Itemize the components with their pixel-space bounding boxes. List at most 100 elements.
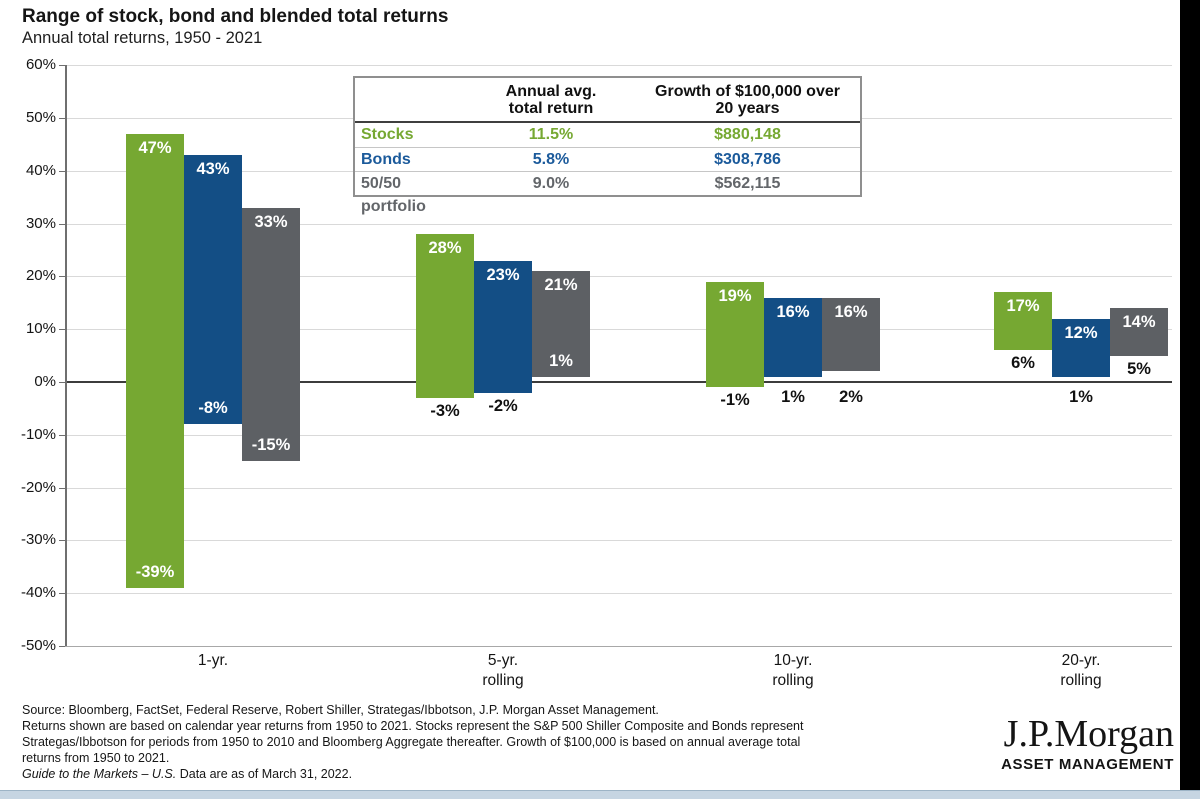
y-tick-label: 50% [25, 109, 56, 126]
summary-header-spacer [355, 78, 467, 121]
y-gridline [65, 223, 1172, 225]
summary-row-avg-return: 5.8% [532, 151, 570, 168]
bar-min-label: -2% [488, 396, 518, 415]
bar-stocks-2 [416, 234, 474, 398]
bar-min-label: -15% [251, 436, 291, 455]
y-axis-tick [59, 118, 65, 119]
y-gridline [65, 540, 1172, 542]
summary-row-growth: $308,786 [714, 151, 781, 168]
bar-blend-2 [532, 271, 590, 377]
y-axis-line [65, 65, 67, 646]
bar-bonds-2 [474, 260, 532, 393]
jpmorgan-logo: J.P.Morgan ASSET MANAGEMENT [1001, 713, 1174, 773]
bar-max-label: 16% [776, 302, 810, 321]
bar-min-label: 1% [549, 351, 573, 370]
bar-max-label: 47% [138, 138, 172, 157]
window-edge-right-strip [1180, 0, 1200, 790]
bar-max-label: 16% [834, 302, 868, 321]
y-tick-label: -20% [20, 478, 56, 496]
summary-row-bonds: Bonds 5.8% $308,786 [355, 147, 860, 171]
source-line: returns from 1950 to 2021. [22, 751, 170, 765]
bar-max-label: 28% [428, 239, 462, 258]
summary-table-header: Annual avg. total return Growth of $100,… [355, 78, 860, 123]
chart-subtitle: Annual total returns, 1950 - 2021 [22, 29, 263, 47]
bar-stocks-1 [126, 133, 184, 588]
y-gridline [65, 593, 1172, 595]
source-note: Source: Bloomberg, FactSet, Federal Rese… [22, 702, 982, 782]
summary-row-avg-return: 9.0% [532, 175, 570, 192]
bar-min-label: 6% [1011, 354, 1035, 373]
summary-row-stocks: Stocks 11.5% $880,148 [355, 123, 860, 147]
y-axis-tick [59, 276, 65, 278]
chart-title: Range of stock, bond and blended total r… [22, 6, 449, 27]
y-axis-tick [59, 329, 65, 331]
y-axis-tick [59, 382, 65, 383]
y-axis-tick [59, 223, 65, 225]
y-tick-label: -30% [20, 531, 56, 549]
y-tick-label: 60% [25, 56, 56, 74]
bar-stocks-3 [706, 281, 764, 388]
bar-min-label: -1% [720, 391, 750, 410]
summary-table: Annual avg. total return Growth of $100,… [353, 76, 862, 215]
y-gridline [65, 487, 1172, 489]
y-tick-label: 40% [25, 161, 56, 179]
bar-min-label: 2% [839, 388, 863, 406]
gtm-date: Data are as of March 31, 2022. [176, 767, 353, 781]
y-axis-tick [59, 593, 65, 595]
summary-row-5050-portfolio: 50/50 portfolio 9.0% $562,115 [355, 171, 860, 215]
summary-row-label: 50/50 portfolio [361, 175, 426, 215]
summary-row-avg-return: 11.5% [528, 126, 574, 143]
y-axis-tick [59, 646, 65, 647]
asset-management-label: ASSET MANAGEMENT [1001, 756, 1174, 773]
bar-min-label: -3% [430, 401, 460, 420]
bar-max-label: 14% [1122, 313, 1156, 332]
summary-col-header-annual-return: Annual avg. total return [505, 83, 597, 117]
bar-bonds-1 [184, 154, 242, 425]
source-line: Returns shown are based on calendar year… [22, 719, 804, 733]
bar-max-label: 17% [1006, 297, 1040, 316]
y-axis-tick [59, 434, 65, 436]
window-edge-bottom-strip [0, 790, 1200, 799]
jpmorgan-brand-wordmark: J.P.Morgan [1003, 713, 1174, 755]
y-axis-tick [59, 487, 65, 489]
zero-baseline [65, 381, 1172, 383]
bar-max-label: 23% [486, 265, 520, 284]
x-category-label: 5-yr. rolling [482, 652, 524, 689]
y-tick-label: -40% [20, 584, 56, 602]
gtm-title: Guide to the Markets – U.S. [22, 767, 177, 781]
y-tick-label: 30% [25, 214, 56, 232]
bar-bonds-4 [1052, 318, 1110, 377]
bar-min-label: 5% [1127, 359, 1151, 378]
bar-max-label: 43% [196, 159, 230, 178]
y-gridline [65, 276, 1172, 278]
y-axis-tick [59, 170, 65, 172]
y-gridline [65, 434, 1172, 436]
bar-blend-4 [1110, 308, 1168, 356]
summary-row-label: Bonds [361, 151, 411, 168]
bar-bonds-3 [764, 297, 822, 377]
y-tick-label: -50% [20, 637, 56, 654]
bar-max-label: 19% [718, 286, 752, 305]
x-category-label: 20-yr. rolling [1060, 652, 1102, 689]
bar-min-label: -39% [135, 562, 175, 581]
y-tick-label: 0% [34, 373, 56, 390]
x-category-label: 10-yr. rolling [772, 652, 814, 689]
bar-min-label: 1% [781, 388, 805, 406]
bar-max-label: 33% [254, 212, 288, 231]
bar-max-label: 21% [544, 276, 578, 295]
source-line: Strategas/Ibbotson for periods from 1950… [22, 735, 801, 749]
bar-min-label: 1% [1069, 388, 1093, 406]
y-tick-label: 10% [25, 320, 56, 338]
y-gridline [65, 65, 1172, 67]
bar-blend-3 [822, 297, 880, 372]
summary-row-growth: $880,148 [714, 126, 781, 143]
bar-min-label: -8% [198, 399, 228, 418]
y-axis-tick [59, 65, 65, 67]
bar-blend-1 [242, 207, 300, 462]
y-gridline [65, 329, 1172, 331]
x-category-label: 1-yr. [197, 652, 229, 669]
gtm-attribution-line: Guide to the Markets – U.S. Data are as … [22, 766, 982, 782]
source-line: Source: Bloomberg, FactSet, Federal Rese… [22, 703, 659, 717]
